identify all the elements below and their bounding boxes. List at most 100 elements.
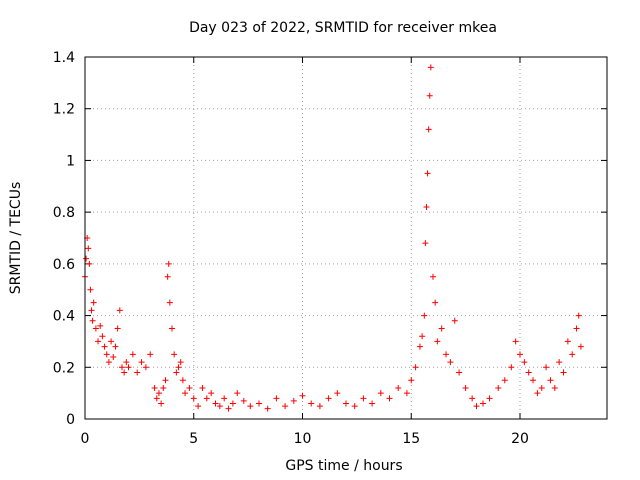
data-point	[199, 384, 206, 391]
data-point	[419, 333, 426, 340]
plot-area	[85, 57, 607, 419]
data-point	[430, 273, 436, 280]
y-tick-label: 1.2	[53, 102, 75, 118]
data-point	[534, 390, 541, 397]
data-point	[158, 400, 165, 407]
data-point	[162, 377, 169, 384]
data-point	[462, 384, 469, 391]
data-point	[123, 359, 130, 366]
data-points	[82, 64, 584, 412]
data-point	[438, 325, 445, 332]
data-point	[105, 359, 112, 366]
data-point	[175, 364, 182, 371]
data-point	[229, 400, 236, 407]
data-point	[86, 260, 93, 267]
data-point	[247, 403, 254, 410]
y-tick-label: 1	[66, 153, 75, 169]
data-point	[495, 384, 502, 391]
data-point	[87, 286, 94, 293]
data-point	[556, 359, 563, 366]
data-point	[403, 390, 410, 397]
data-point	[486, 395, 493, 402]
data-point	[99, 333, 106, 340]
y-tick-label: 0.8	[53, 205, 75, 221]
y-axis-label: SRMTID / TECUs	[8, 182, 24, 295]
data-point	[142, 364, 149, 371]
data-point	[282, 403, 289, 410]
data-point	[577, 343, 584, 350]
data-point	[316, 403, 323, 410]
data-point	[208, 390, 215, 397]
y-tick-label: 0.2	[53, 360, 75, 376]
plot-frame	[84, 56, 608, 420]
data-point	[377, 390, 384, 397]
data-point	[299, 392, 306, 399]
data-point	[308, 400, 315, 407]
data-point	[216, 403, 223, 410]
data-point	[166, 299, 173, 306]
data-point	[203, 395, 210, 402]
data-point	[273, 395, 280, 402]
data-point	[517, 351, 523, 358]
data-point	[425, 126, 432, 133]
data-point	[116, 307, 123, 314]
data-point	[103, 351, 110, 358]
data-point	[432, 299, 439, 306]
data-point	[160, 384, 167, 391]
data-point	[575, 312, 582, 319]
data-point	[221, 395, 228, 402]
data-point	[573, 325, 580, 332]
data-point	[110, 353, 117, 360]
data-point	[212, 400, 219, 407]
data-point	[97, 322, 104, 329]
data-point	[512, 338, 519, 345]
grid-lines	[85, 57, 607, 419]
y-tick-label: 1.4	[53, 50, 75, 66]
data-point	[256, 400, 262, 407]
data-point	[164, 273, 171, 280]
data-point	[173, 369, 180, 376]
data-point	[147, 351, 154, 358]
data-point	[182, 390, 189, 397]
data-point	[525, 369, 532, 376]
data-point	[225, 405, 232, 412]
x-tick-label: 20	[511, 431, 529, 447]
data-point	[427, 64, 434, 71]
data-point	[134, 369, 141, 376]
data-point	[186, 384, 193, 391]
data-point	[547, 377, 554, 384]
data-point	[447, 359, 454, 366]
data-point	[501, 377, 508, 384]
data-point	[521, 359, 528, 366]
y-tick-label: 0	[66, 412, 75, 428]
data-point	[155, 390, 162, 397]
data-point	[469, 395, 476, 402]
x-tick-label: 15	[402, 431, 420, 447]
data-point	[88, 307, 95, 314]
data-point	[169, 325, 175, 332]
data-point	[179, 377, 186, 384]
data-point	[543, 364, 550, 371]
data-point	[95, 338, 102, 345]
data-point	[264, 405, 271, 412]
data-point	[351, 403, 358, 410]
data-point	[473, 403, 480, 410]
data-point	[343, 400, 349, 407]
data-point	[569, 351, 576, 358]
data-point	[92, 325, 99, 332]
data-point	[422, 240, 429, 247]
data-point	[416, 343, 423, 350]
data-point	[443, 351, 450, 358]
data-point	[171, 351, 178, 358]
data-point	[118, 364, 125, 371]
data-point	[508, 364, 515, 371]
data-point	[177, 359, 184, 366]
data-point	[560, 369, 567, 376]
data-point	[101, 343, 108, 350]
x-tick-label: 0	[81, 431, 90, 447]
data-point	[480, 400, 487, 407]
data-point	[90, 299, 97, 306]
x-tick-label: 10	[294, 431, 312, 447]
data-point	[538, 384, 545, 391]
y-tick-label: 0.6	[53, 257, 75, 273]
